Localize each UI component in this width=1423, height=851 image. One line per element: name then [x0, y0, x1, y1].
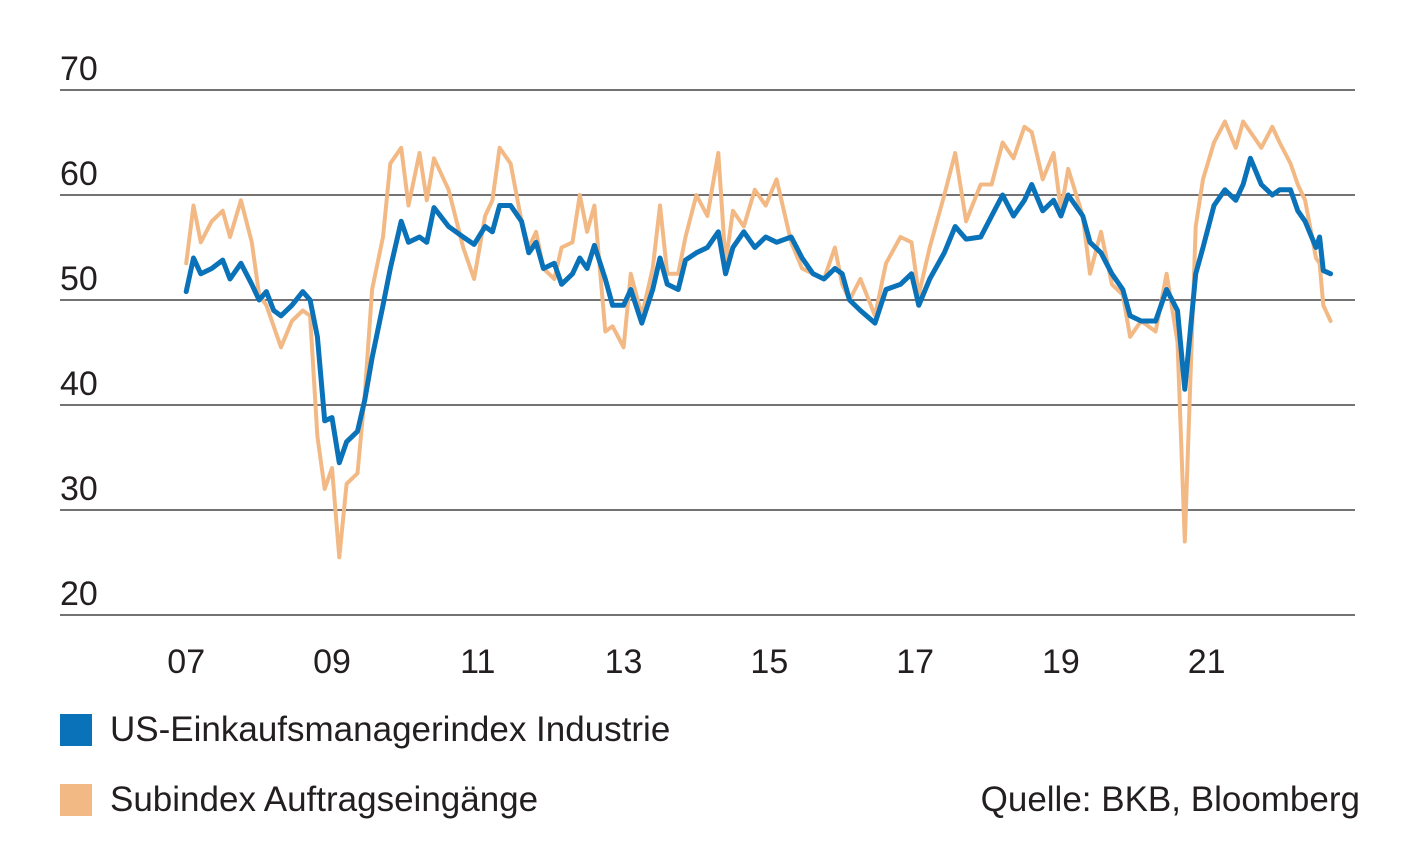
line-chart: 70 60 50 40 30 20 07 09 11 13 15 17 19 21	[60, 50, 1355, 681]
x-tick-label: 11	[460, 643, 495, 681]
series-line-pmi	[183, 155, 1334, 466]
y-tick-label: 70	[60, 50, 98, 88]
x-tick-label: 13	[605, 643, 643, 681]
y-axis-ticks: 70 60 50 40 30 20	[60, 50, 98, 613]
y-tick-label: 30	[60, 470, 98, 508]
x-tick-label: 21	[1188, 643, 1226, 681]
legend-label-pmi: US-Einkaufsmanagerindex Industrie	[110, 710, 671, 749]
source-note: Quelle: BKB, Bloomberg	[980, 780, 1360, 819]
x-tick-label: 17	[896, 643, 934, 681]
gridlines	[60, 89, 1355, 616]
y-tick-label: 40	[60, 365, 98, 403]
y-tick-label: 50	[60, 260, 98, 298]
legend-label-orders: Subindex Auftragseingänge	[110, 780, 539, 819]
x-tick-label: 19	[1042, 643, 1080, 681]
x-tick-label: 09	[313, 643, 351, 681]
legend-swatch-pmi	[60, 714, 92, 746]
x-axis-ticks: 07 09 11 13 15 17 19 21	[167, 643, 1225, 681]
y-tick-label: 20	[60, 575, 98, 613]
series-group	[183, 119, 1334, 560]
x-tick-label: 07	[167, 643, 205, 681]
legend-item-orders: Subindex Auftragseingänge	[60, 780, 538, 820]
x-tick-label: 15	[750, 643, 788, 681]
y-tick-label: 60	[60, 155, 98, 193]
series-line-orders	[184, 119, 1333, 560]
legend-swatch-orders	[60, 784, 92, 816]
legend-item-pmi: US-Einkaufsmanagerindex Industrie	[60, 710, 670, 750]
